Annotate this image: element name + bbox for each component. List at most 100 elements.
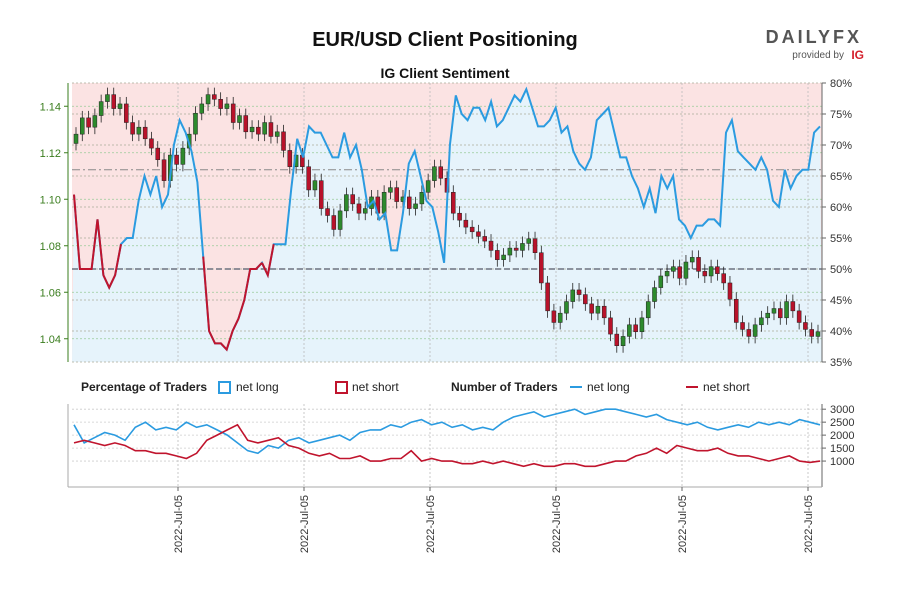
chart-title: EUR/USD Client Positioning — [312, 29, 578, 51]
candle-body — [451, 192, 456, 214]
candle-body — [639, 317, 645, 333]
price-tick-label: 1.14 — [40, 101, 61, 113]
candle-body — [652, 287, 657, 302]
candle-body — [407, 196, 412, 209]
candle-body — [539, 252, 544, 284]
date-tick-label: 2022-Jul-05 — [677, 495, 689, 553]
candle-body — [381, 192, 387, 214]
candle-body — [161, 159, 167, 181]
legend-count-long-label: net long — [587, 380, 630, 394]
candle-body — [790, 301, 796, 312]
candle-body — [664, 271, 670, 277]
candle-body — [117, 103, 123, 109]
ig-mark: IG — [851, 48, 864, 62]
legend-pct-heading: Percentage of Traders — [81, 380, 207, 394]
legend-pct-short-label: net short — [352, 380, 399, 394]
pct-tick-label: 60% — [830, 202, 852, 214]
count-tick-label: 1000 — [830, 456, 854, 468]
count-tick-label: 2500 — [830, 417, 854, 429]
pct-tick-label: 50% — [830, 264, 852, 276]
candle-body — [495, 250, 500, 260]
pct-net-short-line — [96, 219, 122, 290]
candle-body — [268, 122, 274, 137]
candle-body — [136, 126, 142, 135]
candle-body — [476, 231, 481, 237]
sentiment-lines — [73, 86, 821, 352]
candle-body — [576, 289, 582, 295]
dailyfx-logo-text: DAILYFX — [766, 27, 862, 47]
legend: Percentage of Traders net long net short… — [81, 380, 750, 394]
date-tick-label: 2022-Jul-05 — [551, 495, 563, 553]
price-tick-label: 1.04 — [40, 334, 61, 346]
candle-body — [325, 208, 330, 216]
pct-tick-label: 35% — [830, 357, 852, 369]
chart-subtitle: IG Client Sentiment — [380, 65, 509, 81]
pct-tick-label: 45% — [830, 295, 852, 307]
count-tick-label: 3000 — [830, 404, 854, 416]
main-axes: 1.04 1.06 1.08 1.10 1.12 1.14 35% 40% 45% 50% 55% 6… — [40, 78, 853, 369]
candle-body — [174, 154, 179, 165]
candle-body — [532, 238, 538, 253]
candle-body — [683, 261, 689, 279]
candle-body — [702, 271, 708, 277]
dailyfx-logo: DAILYFX provided by IG — [766, 27, 864, 62]
candle-body — [488, 240, 494, 251]
price-tick-label: 1.08 — [40, 241, 61, 253]
legend-count-short-label: net short — [703, 380, 750, 394]
date-tick-label: 2022-Jul-05 — [803, 495, 815, 553]
candle-body — [199, 103, 205, 114]
candle-body — [281, 131, 286, 151]
candle-body — [287, 150, 293, 167]
candle-body — [545, 282, 550, 312]
candle-body — [92, 115, 98, 128]
candle-body — [149, 138, 154, 149]
candle-body — [803, 322, 808, 330]
candle-body — [633, 324, 638, 333]
count-gridlines — [72, 404, 822, 487]
legend-pct-long-label: net long — [236, 380, 279, 394]
candle-body — [111, 94, 116, 109]
candle-body — [249, 126, 255, 133]
candle-body — [80, 117, 85, 135]
candle-body — [608, 317, 613, 335]
candle-body — [98, 101, 104, 116]
candle-body — [312, 180, 318, 191]
count-net-long-line — [73, 408, 821, 455]
price-candles — [73, 87, 821, 353]
candle-body — [230, 103, 236, 123]
candle-body — [262, 122, 267, 135]
candle-body — [356, 203, 362, 214]
candle-body — [130, 122, 135, 135]
candle-body — [620, 336, 626, 346]
candle-body — [815, 331, 821, 337]
candle-body — [601, 305, 607, 319]
candle-body — [778, 308, 783, 319]
candle-body — [627, 324, 632, 337]
candle-body — [677, 266, 682, 279]
candle-body — [243, 115, 249, 133]
candle-body — [658, 275, 664, 288]
count-net-short-line — [73, 423, 821, 468]
candle-body — [614, 333, 620, 346]
count-lines — [73, 408, 821, 468]
candle-body — [425, 180, 431, 193]
candle-body — [784, 301, 789, 319]
candle-body — [501, 254, 506, 260]
candle-body — [746, 329, 752, 337]
candle-body — [457, 212, 462, 221]
candle-body — [212, 94, 217, 100]
candle-body — [564, 301, 569, 314]
sentiment-background — [72, 83, 822, 362]
candle-body — [771, 308, 777, 314]
candle-body — [432, 166, 437, 181]
candle-body — [350, 194, 355, 205]
candle-body — [721, 273, 726, 284]
candle-body — [551, 310, 557, 323]
pct-tick-label: 55% — [830, 233, 852, 245]
candle-body — [105, 94, 110, 102]
candle-body — [513, 247, 519, 251]
pct-net-long-line — [73, 86, 821, 352]
candle-body — [696, 257, 701, 272]
date-tick-label: 2022-Jul-05 — [299, 495, 311, 553]
price-tick-label: 1.12 — [40, 148, 61, 160]
